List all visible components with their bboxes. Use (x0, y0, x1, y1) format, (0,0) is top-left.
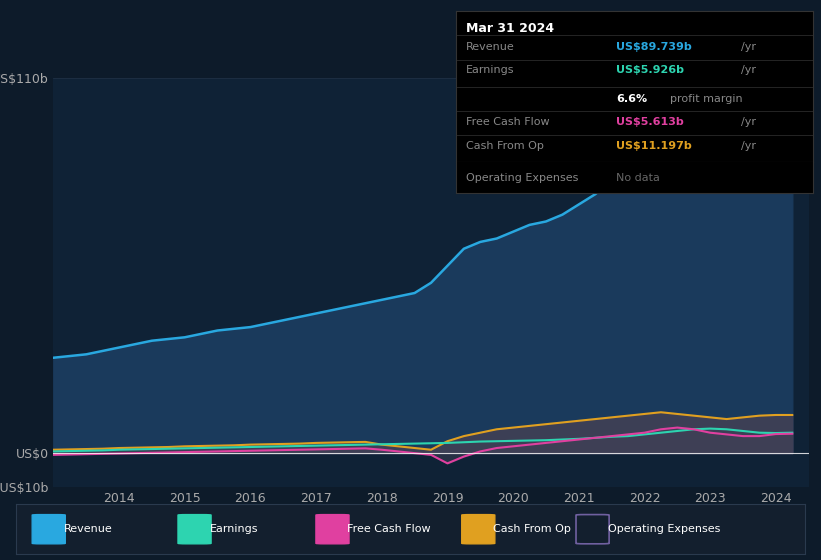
Text: /yr: /yr (741, 65, 756, 75)
Text: US$5.613b: US$5.613b (617, 116, 684, 127)
Text: Cash From Op: Cash From Op (493, 524, 571, 534)
Text: US$11.197b: US$11.197b (617, 141, 692, 151)
Text: Mar 31 2024: Mar 31 2024 (466, 22, 554, 35)
Text: Cash From Op: Cash From Op (466, 141, 544, 151)
FancyBboxPatch shape (316, 515, 349, 544)
Text: profit margin: profit margin (670, 94, 742, 104)
Text: Free Cash Flow: Free Cash Flow (347, 524, 431, 534)
Text: Revenue: Revenue (64, 524, 112, 534)
Text: Operating Expenses: Operating Expenses (466, 173, 579, 183)
FancyBboxPatch shape (461, 515, 495, 544)
Text: Operating Expenses: Operating Expenses (608, 524, 720, 534)
Text: Revenue: Revenue (466, 43, 515, 53)
Text: Earnings: Earnings (466, 65, 515, 75)
Text: /yr: /yr (741, 43, 756, 53)
Text: US$89.739b: US$89.739b (617, 43, 692, 53)
Text: 6.6%: 6.6% (617, 94, 648, 104)
Text: /yr: /yr (741, 116, 756, 127)
Text: Free Cash Flow: Free Cash Flow (466, 116, 550, 127)
FancyBboxPatch shape (32, 515, 66, 544)
Text: No data: No data (617, 173, 660, 183)
FancyBboxPatch shape (178, 515, 211, 544)
Text: Earnings: Earnings (209, 524, 258, 534)
Text: /yr: /yr (741, 141, 756, 151)
Text: US$5.926b: US$5.926b (617, 65, 685, 75)
